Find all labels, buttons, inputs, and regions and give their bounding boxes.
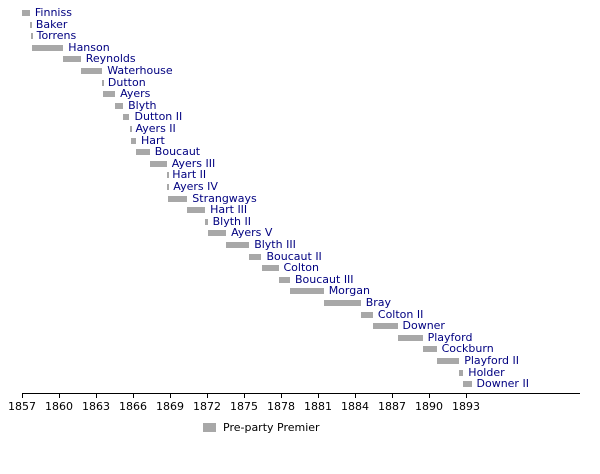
term-bar xyxy=(22,10,30,16)
axis-tick-label: 1872 xyxy=(193,400,221,413)
axis-tick-label: 1857 xyxy=(8,400,36,413)
premier-label[interactable]: Blyth II xyxy=(212,214,251,228)
premier-label[interactable]: Finniss xyxy=(34,6,72,19)
axis-tick xyxy=(355,394,356,398)
x-axis-line xyxy=(22,393,580,394)
premier-label[interactable]: Playford xyxy=(427,330,473,344)
premier-label[interactable]: Boucaut III xyxy=(295,272,354,286)
premier-label[interactable]: Strangways xyxy=(192,191,257,205)
premier-label[interactable]: Torrens xyxy=(36,29,77,43)
term-bar xyxy=(187,207,206,214)
term-bar xyxy=(226,242,250,248)
term-bar xyxy=(278,276,290,283)
premier-label[interactable]: Dutton II xyxy=(134,110,183,124)
term-bar xyxy=(168,195,188,202)
premier-label[interactable]: Hart II xyxy=(172,168,207,182)
term-bar xyxy=(123,114,130,121)
axis-tick xyxy=(22,394,23,398)
axis-tick xyxy=(429,394,430,398)
premier-label[interactable]: Hanson xyxy=(68,40,110,54)
premier-label[interactable]: Blyth xyxy=(128,98,157,112)
premier-label[interactable]: Baker xyxy=(35,17,68,31)
legend: Pre-party Premier xyxy=(203,421,320,434)
axis-tick xyxy=(281,394,282,398)
term-bar xyxy=(102,79,105,86)
term-bar xyxy=(166,172,169,179)
term-bar xyxy=(29,21,32,28)
premier-label[interactable]: Blyth III xyxy=(254,238,296,251)
term-bar xyxy=(205,218,208,225)
premier-label[interactable]: Cockburn xyxy=(441,342,494,356)
term-bar xyxy=(463,381,472,388)
term-bar xyxy=(397,334,423,341)
premier-label[interactable]: Ayers II xyxy=(135,122,176,135)
premier-label[interactable]: Reynolds xyxy=(85,52,136,66)
premier-label[interactable]: Hart xyxy=(141,133,165,147)
term-bar xyxy=(360,311,373,318)
premier-label[interactable]: Bray xyxy=(365,296,392,309)
premier-label[interactable]: Boucaut xyxy=(154,145,201,159)
term-bar xyxy=(136,149,150,156)
term-bar xyxy=(130,137,136,144)
term-bar xyxy=(30,33,33,40)
axis-tick-label: 1863 xyxy=(82,400,110,413)
term-bar xyxy=(115,102,124,109)
term-bar xyxy=(422,346,437,353)
term-bar xyxy=(261,265,279,272)
premier-label[interactable]: Downer xyxy=(402,319,445,333)
premier-label[interactable]: Waterhouse xyxy=(107,64,173,77)
premier-label[interactable]: Dutton xyxy=(107,75,146,89)
term-bar xyxy=(31,44,64,51)
axis-tick xyxy=(392,394,393,398)
premier-label[interactable]: Downer II xyxy=(476,377,529,391)
axis-tick-label: 1860 xyxy=(45,400,73,413)
term-bar xyxy=(372,323,398,330)
legend-swatch-icon xyxy=(203,423,216,432)
term-bar xyxy=(149,160,167,167)
premier-label[interactable]: Colton xyxy=(283,261,319,275)
term-bar xyxy=(129,126,132,132)
axis-tick-label: 1878 xyxy=(267,400,295,413)
axis-tick xyxy=(207,394,208,398)
premier-label[interactable]: Holder xyxy=(468,365,505,379)
premier-label[interactable]: Playford II xyxy=(464,354,520,367)
legend-label: Pre-party Premier xyxy=(223,421,320,434)
axis-tick xyxy=(170,394,171,398)
term-bar xyxy=(323,300,361,306)
term-bar xyxy=(63,56,81,63)
term-bar xyxy=(459,369,464,376)
term-bar xyxy=(207,230,227,237)
premier-label[interactable]: Ayers V xyxy=(231,226,273,240)
term-bar xyxy=(102,91,116,98)
axis-tick xyxy=(244,394,245,398)
term-bar xyxy=(290,288,324,295)
axis-tick xyxy=(466,394,467,398)
term-bar xyxy=(436,358,460,364)
axis-tick xyxy=(133,394,134,398)
premier-label[interactable]: Ayers IV xyxy=(173,180,218,193)
axis-tick-label: 1887 xyxy=(378,400,406,413)
axis-tick-label: 1875 xyxy=(230,400,258,413)
axis-tick xyxy=(318,394,319,398)
premier-label[interactable]: Morgan xyxy=(328,284,370,298)
premier-label[interactable]: Colton II xyxy=(377,307,424,321)
axis-tick-label: 1881 xyxy=(304,400,332,413)
axis-tick-label: 1884 xyxy=(341,400,369,413)
premier-label[interactable]: Ayers xyxy=(120,87,151,101)
axis-tick-label: 1890 xyxy=(415,400,443,413)
term-bar xyxy=(167,184,170,190)
axis-tick xyxy=(59,394,60,398)
premier-label[interactable]: Boucaut II xyxy=(266,249,322,263)
axis-tick-label: 1893 xyxy=(452,400,480,413)
premier-label[interactable]: Hart III xyxy=(210,203,248,217)
axis-tick-label: 1869 xyxy=(156,400,184,413)
axis-tick xyxy=(96,394,97,398)
premier-label[interactable]: Ayers III xyxy=(171,156,216,170)
axis-tick-label: 1866 xyxy=(119,400,147,413)
term-bar xyxy=(80,68,103,74)
term-bar xyxy=(249,253,262,260)
